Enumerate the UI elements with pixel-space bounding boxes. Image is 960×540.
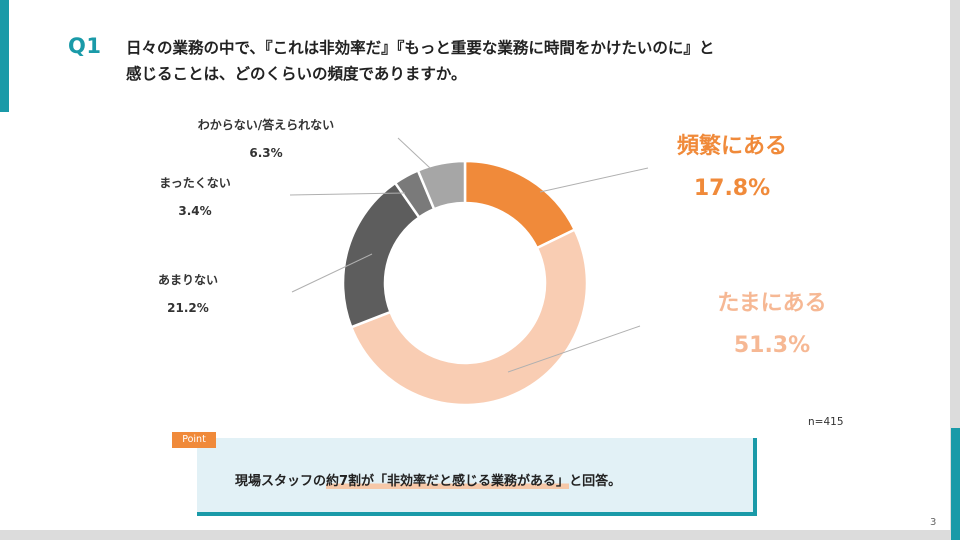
sample-size: n=415 — [808, 416, 844, 428]
question-title-line1: 日々の業務の中で、『これは非効率だ』『もっと重要な業務に時間をかけたいのに』と — [126, 39, 715, 57]
label-sometimes-name: たまにある — [717, 291, 827, 316]
leader-line-slice-4 — [397, 137, 431, 169]
donut-slice-2 — [341, 181, 421, 329]
label-unknown: わからない/答えられない 6.3% — [180, 115, 352, 163]
label-rarely-name: あまりない — [157, 273, 218, 287]
label-sometimes: たまにある 51.3% — [712, 289, 832, 361]
label-never-value: 3.4% — [178, 204, 212, 218]
leader-line-slice-3 — [289, 192, 406, 196]
donut-slice-1 — [349, 228, 589, 407]
point-text-after: と回答。 — [569, 474, 622, 489]
label-frequent: 頻繁にある 17.8% — [672, 132, 792, 204]
question-title-line2: 感じることは、どのくらいの頻度でありますか。 — [126, 65, 467, 83]
question-label: Q1 — [68, 34, 102, 58]
point-box: 現場スタッフの約7割が「非効率だと感じる業務がある」と回答。 — [197, 438, 757, 516]
label-sometimes-value: 51.3% — [733, 333, 811, 358]
point-text-before: 現場スタッフの — [235, 474, 327, 489]
accent-bar-left — [0, 0, 9, 112]
point-tag: Point — [172, 432, 216, 448]
label-unknown-name: わからない/答えられない — [197, 118, 335, 132]
label-frequent-name: 頻繁にある — [676, 134, 787, 159]
donut-slice-4 — [416, 159, 467, 211]
point-text-highlight: 約7割が「非効率だと感じる業務がある」 — [326, 474, 570, 489]
label-rarely-value: 21.2% — [167, 301, 209, 315]
page-number: 3 — [930, 517, 937, 528]
label-never-name: まったくない — [159, 176, 231, 190]
leader-line-slice-2 — [291, 253, 373, 293]
label-rarely: あまりない 21.2% — [148, 270, 228, 318]
question-title: 日々の業務の中で、『これは非効率だ』『もっと重要な業務に時間をかけたいのに』と … — [126, 35, 886, 87]
label-frequent-value: 17.8% — [693, 176, 771, 201]
label-never: まったくない 3.4% — [140, 173, 250, 221]
leader-line-slice-0 — [539, 167, 649, 193]
point-text: 現場スタッフの約7割が「非効率だと感じる業務がある」と回答。 — [235, 470, 621, 489]
label-unknown-value: 6.3% — [249, 146, 283, 160]
leader-line-slice-1 — [507, 325, 641, 373]
donut-slice-0 — [463, 159, 577, 250]
accent-bar-right — [951, 428, 960, 540]
